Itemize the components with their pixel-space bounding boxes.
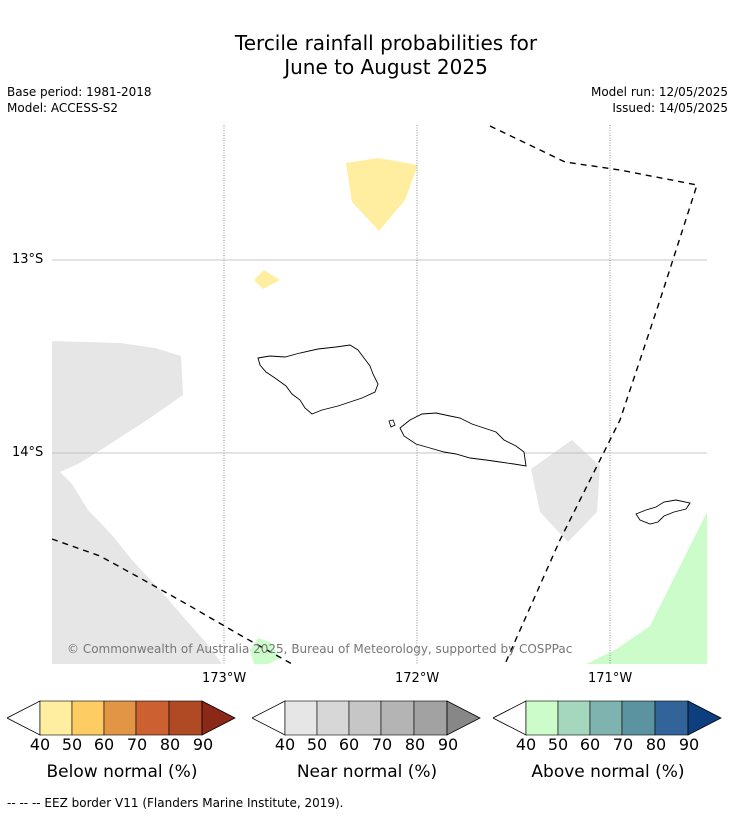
- colorbar-above-bin-5: [654, 700, 689, 736]
- near-normal-region-west: [52, 341, 222, 664]
- colorbar-below-low-arrow: [7, 700, 41, 736]
- colorbar-below-high-arrow: [201, 700, 236, 736]
- colorbar-above-high-arrow: [687, 700, 722, 736]
- below-normal-region-north: [346, 158, 418, 231]
- colorbar-near-bin-5: [413, 700, 448, 736]
- legend-title-near: Near normal (%): [296, 762, 438, 782]
- colorbar-near: [252, 700, 481, 736]
- title-line-2: June to August 2025: [284, 55, 488, 79]
- model-name: Model: ACCESS-S2: [7, 101, 119, 115]
- near-normal-region-east: [531, 440, 600, 542]
- model-run: Model run: 12/05/2025: [590, 85, 728, 99]
- copyright-text: © Commonwealth of Australia 2025, Bureau…: [67, 642, 572, 656]
- map-title: Tercile rainfall probabilities for June …: [0, 31, 736, 79]
- lon-label-172w: 172°W: [395, 671, 440, 686]
- colorbar-below-tick: 70: [126, 735, 148, 754]
- colorbar-above-bin-4: [621, 700, 656, 736]
- colorbar-below-tick: 50: [61, 735, 83, 754]
- above-normal-region-east: [586, 512, 707, 664]
- colorbar-below-bin-1: [39, 700, 73, 736]
- colorbar-above-tick: 50: [547, 735, 569, 754]
- map-area: © Commonwealth of Australia 2025, Bureau…: [51, 125, 707, 665]
- colorbar-above-tick: 70: [612, 735, 634, 754]
- colorbar-below-bin-2: [71, 700, 105, 736]
- colorbar-above-tick: 90: [678, 735, 700, 754]
- colorbar-above-bin-3: [589, 700, 623, 736]
- colorbar-near-tick: 70: [371, 735, 393, 754]
- colorbar-near-bin-4: [380, 700, 415, 736]
- eez-footnote: -- -- -- EEZ border V11 (Flanders Marine…: [7, 796, 344, 810]
- colorbar-near-bin-3: [348, 700, 382, 736]
- lat-label-14s: 14°S: [12, 445, 44, 460]
- issued-date: Issued: 14/05/2025: [612, 101, 728, 115]
- lon-label-173w: 173°W: [202, 671, 247, 686]
- colorbar-above-tick: 40: [515, 735, 537, 754]
- legend-title-above: Above normal (%): [531, 762, 685, 782]
- meta-left: Base period: 1981-2018 Model: ACCESS-S2: [7, 84, 152, 116]
- island-manono: [388, 419, 396, 428]
- colorbar-above-tick: 60: [579, 735, 601, 754]
- colorbar-below-bin-4: [135, 700, 170, 736]
- colorbar-near-bin-1: [284, 700, 318, 736]
- colorbar-near-tick: 40: [274, 735, 296, 754]
- base-period: Base period: 1981-2018: [7, 85, 152, 99]
- colorbar-near-bin-2: [316, 700, 350, 736]
- colorbar-below-tick: 60: [93, 735, 115, 754]
- below-normal-region-small: [254, 270, 280, 289]
- meta-right: Model run: 12/05/2025 Issued: 14/05/2025: [591, 84, 728, 116]
- colorbar-near-tick: 80: [404, 735, 426, 754]
- colorbar-below-bin-3: [103, 700, 137, 736]
- colorbar-below-tick: 40: [29, 735, 51, 754]
- title-line-1: Tercile rainfall probabilities for: [234, 31, 538, 55]
- colorbar-above-bin-1: [525, 700, 559, 736]
- map-canvas: © Commonwealth of Australia 2025, Bureau…: [51, 125, 707, 665]
- eez-border-west: [51, 538, 293, 665]
- colorbar-near-tick: 90: [437, 735, 459, 754]
- colorbar-below-tick: 90: [192, 735, 214, 754]
- island-tutuila: [635, 499, 691, 525]
- lon-label-171w: 171°W: [588, 671, 633, 686]
- colorbar-above: [493, 700, 722, 736]
- lat-label-13s: 13°S: [12, 252, 44, 267]
- island-savaii: [257, 344, 379, 415]
- colorbar-above-tick: 80: [645, 735, 667, 754]
- colorbar-below: [7, 700, 236, 736]
- colorbar-near-high-arrow: [446, 700, 481, 736]
- colorbar-above-low-arrow: [493, 700, 527, 736]
- legend-title-below: Below normal (%): [46, 762, 198, 782]
- colorbar-near-tick: 60: [338, 735, 360, 754]
- colorbar-below-bin-5: [168, 700, 203, 736]
- colorbar-above-bin-2: [557, 700, 591, 736]
- colorbar-near-tick: 50: [306, 735, 328, 754]
- eez-border: [489, 125, 698, 665]
- colorbar-below-tick: 80: [159, 735, 181, 754]
- colorbar-near-low-arrow: [252, 700, 286, 736]
- island-upolu: [399, 412, 527, 467]
